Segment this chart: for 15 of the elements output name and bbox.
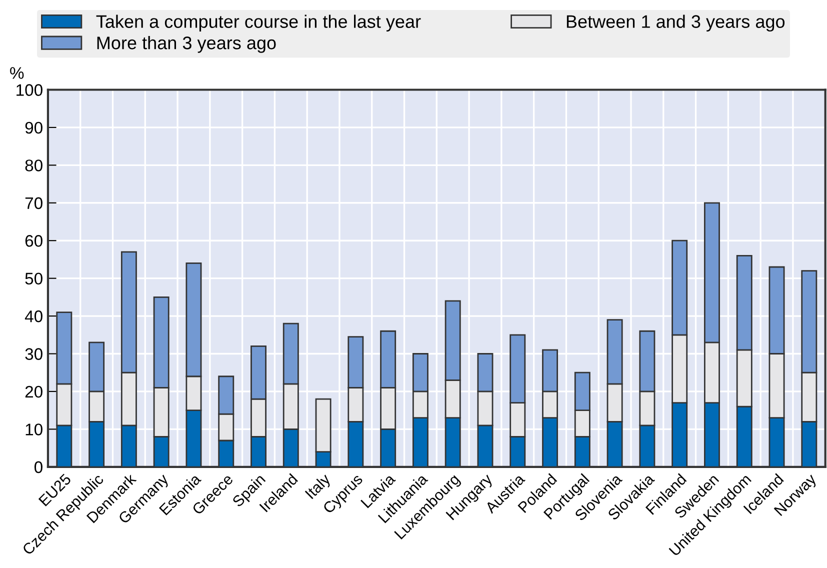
y-tick-label: 100 (16, 84, 42, 96)
legend-label: Taken a computer course in the last year (96, 14, 421, 32)
y-tick-label: 50 (25, 272, 42, 285)
y-tick-label: 30 (25, 348, 42, 360)
y-tick-label: 40 (24, 310, 42, 322)
legend-label: More than 3 years ago (97, 36, 276, 53)
y-tick-label: 20 (25, 386, 42, 398)
legend-label: Between 1 and 3 years ago (566, 14, 785, 32)
y-tick-label: 0 (34, 461, 42, 474)
y-axis-title: % (10, 67, 24, 79)
y-tick-label: 70 (25, 197, 42, 210)
y-tick-label: 10 (26, 424, 42, 436)
y-tick-label: 80 (25, 160, 42, 172)
y-tick-label: 60 (25, 235, 42, 247)
y-tick-label: 90 (25, 122, 42, 134)
